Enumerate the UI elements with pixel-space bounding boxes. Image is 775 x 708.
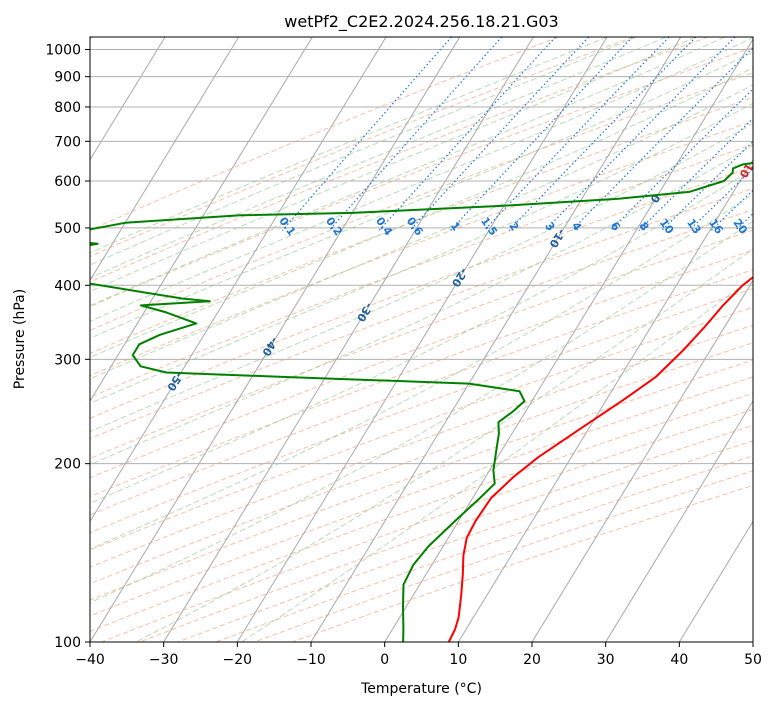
- y-tick-label: 1000: [45, 43, 81, 59]
- plot-frame: [89, 36, 754, 643]
- isotherm-line: [605, 399, 753, 642]
- dry-adiabat-line: [90, 288, 753, 534]
- mixing-ratio-line: [328, 37, 503, 231]
- moist-adiabat-line: [90, 37, 608, 254]
- mixing-ratio-line: [409, 37, 590, 231]
- y-tick-label: 100: [54, 635, 81, 651]
- dry-adiabat-line: [90, 37, 709, 283]
- mixing-ratio-line: [378, 37, 556, 231]
- dry-adiabat-line: [90, 306, 753, 551]
- moist-adiabat-line: [90, 122, 753, 433]
- x-tick-label: 0: [380, 652, 389, 668]
- mixing-ratio-line: [450, 37, 633, 231]
- isotherm-line: [90, 37, 387, 523]
- x-tick-label: 10: [449, 652, 467, 668]
- isotherm-line: [90, 37, 240, 282]
- isotherm-line: [163, 37, 534, 642]
- x-tick-label: −20: [223, 652, 253, 668]
- moist-adiabat-line: [90, 37, 753, 322]
- x-tick-label: 40: [670, 652, 688, 668]
- mixing-ratio-lines: [281, 37, 753, 231]
- chart-title: wetPf2_C2E2.2024.256.18.21.G03: [284, 12, 558, 32]
- y-tick-label: 600: [54, 174, 81, 190]
- moist-adiabat-line: [241, 276, 753, 642]
- pressure-gridlines: [90, 49, 753, 642]
- mixing-ratio-line: [483, 37, 670, 231]
- y-tick-label: 300: [54, 352, 81, 368]
- x-tick-label: 30: [597, 652, 615, 668]
- y-axis-title: Pressure (hPa): [12, 289, 28, 389]
- isotherms: [90, 37, 753, 642]
- mixing-ratio-line: [688, 167, 753, 231]
- mixing-ratio-line: [544, 37, 736, 231]
- x-tick-label: −30: [149, 652, 179, 668]
- isotherm-line: [90, 37, 461, 642]
- isotherm-line: [236, 37, 608, 642]
- isotherm-line: [457, 158, 753, 642]
- x-tick-label: −40: [75, 652, 105, 668]
- dry-adiabat-line: [90, 96, 753, 354]
- temperature-profile-line: [447, 275, 753, 642]
- y-tick-label: 200: [54, 457, 81, 473]
- dewpoint-profile-line: [90, 161, 753, 642]
- y-tick-label: 500: [54, 221, 81, 237]
- x-axis-title: Temperature (°C): [360, 681, 482, 697]
- moist-adiabat-line: [90, 220, 753, 604]
- isotherm-line: [384, 38, 753, 642]
- x-tick-label: 50: [744, 652, 762, 668]
- isotherm-line: [90, 37, 166, 161]
- mixing-ratio-line: [610, 88, 753, 231]
- y-tick-label: 700: [54, 134, 81, 150]
- x-tick-label: −10: [296, 652, 326, 668]
- dry-adiabat-line: [90, 72, 753, 331]
- moist-adiabat-line: [135, 248, 753, 642]
- dry-adiabat-line: [90, 143, 753, 398]
- isotherm-line: [310, 37, 682, 642]
- dry-adiabat-line: [90, 187, 753, 440]
- dry-adiabat-line: [90, 359, 753, 601]
- moist-adiabat-line: [90, 67, 753, 358]
- isotherm-line: [678, 520, 753, 642]
- moist-adiabat-line: [90, 144, 753, 466]
- dry-adiabat-line: [90, 392, 753, 632]
- moist-adiabat-line: [90, 37, 726, 307]
- mixing-ratio-line: [508, 37, 697, 231]
- moist-adiabat-line: [90, 37, 667, 279]
- x-tick-label: 20: [523, 652, 541, 668]
- dry-adiabat-line: [90, 269, 753, 516]
- moist-adiabat-line: [90, 168, 753, 504]
- dry-adiabat-line: [90, 37, 559, 231]
- moist-adiabat-line: [90, 102, 753, 404]
- sounding-profiles: [90, 161, 753, 642]
- y-tick-label: 800: [54, 100, 81, 116]
- y-axis-ticks: 100 200 300 400 500 600 700 800 900 1000: [45, 43, 90, 651]
- isotherm-line: [531, 279, 753, 642]
- y-tick-label: 900: [54, 70, 81, 86]
- isotherm-line: [90, 37, 313, 402]
- mixing-ratio-line: [281, 37, 452, 231]
- y-tick-label: 400: [54, 278, 81, 294]
- dry-adiabat-line: [90, 376, 753, 617]
- x-axis-ticks: −40 −30 −20 −10 0 10 20 30 40 50: [75, 642, 762, 668]
- dry-adiabat-line: [90, 342, 753, 585]
- moist-adiabat-line: [90, 37, 637, 266]
- plot-area: -100-90-80-70-60-50-40-30-20-10010203040…: [90, 37, 753, 642]
